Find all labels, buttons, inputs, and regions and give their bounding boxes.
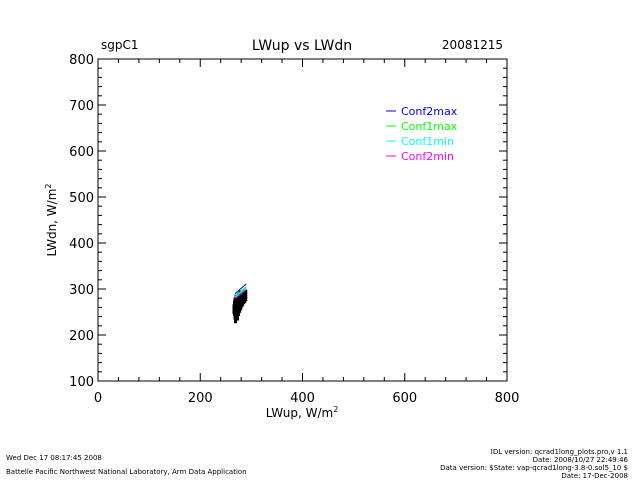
chart-title: LWup vs LWdn [252,38,352,54]
date-label: 20081215 [442,38,503,52]
y-tick-label: 800 [69,53,94,68]
footer-idl-version: IDL version: qcrad1long_plots.pro,v 1.1 [490,448,628,456]
legend-label-conf2max: Conf2max [401,105,458,118]
x-tick-label: 200 [188,391,213,406]
x-tick-label: 400 [290,391,315,406]
y-tick-label: 200 [69,329,94,344]
data-point [234,317,238,324]
y-axis-label: LWdn, W/m2 [44,184,59,257]
site-label: sgpC1 [101,38,139,52]
x-tick-label: 0 [94,391,102,406]
legend-label-conf1max: Conf1max [401,120,458,133]
data-point [235,311,239,318]
y-tick-label: 700 [69,99,94,114]
series-line-conf2min [234,289,247,300]
data-point [244,289,248,296]
data-point [236,314,240,321]
data-point [233,313,237,320]
footer-file-date: Date: 2008/10/27 22:49:46 [532,456,628,464]
y-tick-label: 400 [69,237,94,252]
series-line-conf2max [234,283,247,294]
data-point [237,309,241,316]
x-tick-label: 600 [392,391,417,406]
footer-timestamp: Wed Dec 17 08:17:45 2008 [6,454,102,462]
footer-data-version: Data version: $State: vap-qcrad1long-3.8… [440,464,628,472]
x-tick-label: 800 [495,391,520,406]
legend-label-conf2min: Conf2min [401,150,454,163]
series-group [232,283,248,324]
series-line-conf1min [234,287,247,298]
data-point [233,309,237,316]
y-tick-label: 100 [69,375,94,390]
y-tick-label: 300 [69,283,94,298]
x-axis: 0 200 400 600 800 [94,59,520,406]
series-line-conf1max [234,286,247,297]
legend-label-conf1min: Conf1min [401,135,454,148]
y-tick-label: 600 [69,145,94,160]
footer-org: Battelle Pacific Northwest National Labo… [6,468,247,476]
footer-data-date: Date: 17-Dec-2008 [561,472,628,480]
legend: Conf2max Conf1max Conf1min Conf2min [386,105,458,163]
y-tick-label: 500 [69,191,94,206]
data-point [244,295,248,302]
x-axis-label: LWup, W/m2 [266,405,339,420]
y-axis: 100 200 300 400 500 600 700 800 [69,53,507,390]
